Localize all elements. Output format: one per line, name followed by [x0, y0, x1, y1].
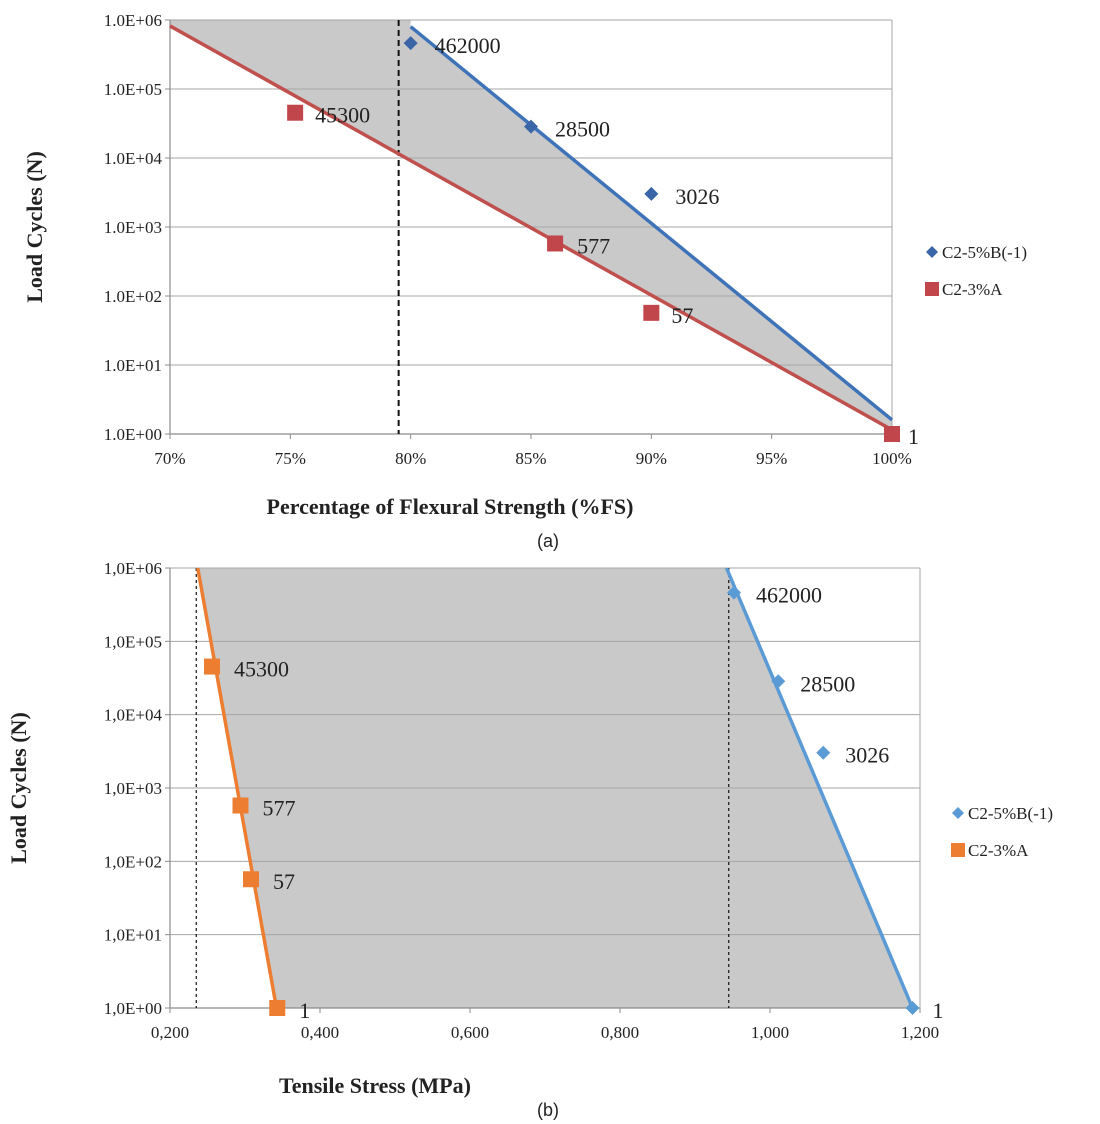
data-label: 57 [273, 869, 295, 894]
data-label: 1 [933, 998, 944, 1023]
y-tick-label: 1,0E+06 [104, 559, 162, 578]
figure-caption: (a) [537, 531, 559, 551]
x-tick-label: 1,200 [901, 1023, 939, 1042]
x-tick-label: 0,800 [601, 1023, 639, 1042]
data-point-square [204, 658, 220, 675]
data-point-diamond [403, 36, 418, 51]
data-label: 45300 [315, 103, 370, 128]
y-tick-label: 1.0E+05 [104, 80, 162, 99]
data-point-square [232, 797, 249, 814]
y-tick-label: 1.0E+02 [104, 287, 162, 306]
data-point-diamond [644, 186, 659, 201]
data-label: 3026 [845, 743, 889, 768]
data-point-diamond [771, 674, 786, 689]
data-label: 57 [671, 303, 693, 328]
x-tick-label: 85% [515, 449, 546, 468]
y-tick-label: 1,0E+00 [104, 999, 162, 1018]
y-tick-label: 1,0E+05 [104, 632, 162, 651]
data-label: 462000 [756, 583, 822, 608]
y-axis-title: Load Cycles (N) [6, 712, 31, 864]
data-point-square [269, 1000, 286, 1016]
data-label: 577 [577, 233, 610, 258]
legend-label: C2-5%B(-1) [968, 804, 1053, 823]
data-point-square [547, 235, 564, 252]
legend-label: C2-3%A [968, 841, 1029, 860]
legend-marker-diamond [952, 807, 964, 819]
x-tick-label: 70% [154, 449, 185, 468]
legend-marker-diamond [926, 246, 938, 258]
y-tick-label: 1.0E+06 [104, 11, 162, 30]
x-tick-label: 95% [756, 449, 787, 468]
data-label: 462000 [435, 33, 501, 58]
figure-caption: (b) [537, 1100, 559, 1120]
trendline-b [409, 25, 894, 422]
x-tick-label: 0,200 [151, 1023, 189, 1042]
y-tick-label: 1,0E+03 [104, 779, 162, 798]
data-point-square [643, 304, 660, 321]
y-tick-label: 1.0E+04 [104, 149, 163, 168]
legend-marker-square [951, 843, 965, 857]
data-label: 45300 [234, 657, 289, 682]
x-tick-label: 1,000 [751, 1023, 789, 1042]
x-tick-label: 0,600 [451, 1023, 489, 1042]
data-point-square [884, 426, 900, 442]
data-point-diamond [524, 119, 538, 134]
data-label: 28500 [555, 117, 610, 142]
y-tick-label: 1.0E+01 [104, 356, 162, 375]
data-point-diamond [905, 1001, 920, 1015]
y-axis-title: Load Cycles (N) [22, 151, 47, 303]
y-tick-label: 1,0E+02 [104, 852, 162, 871]
x-tick-label: 80% [395, 449, 426, 468]
data-point-diamond [816, 745, 831, 760]
y-tick-label: 1.0E+00 [104, 425, 162, 444]
data-point-diamond [727, 585, 741, 600]
y-tick-label: 1,0E+04 [104, 706, 163, 725]
chart-a: 1.0E+00 1.0E+01 1.0E+02 1.0E+03 1.0E+04 1.0E+… [22, 11, 1027, 551]
y-tick-label: 1,0E+01 [104, 926, 162, 945]
data-point-square [287, 104, 304, 121]
legend-label: C2-5%B(-1) [942, 243, 1027, 262]
x-axis-title: Percentage of Flexural Strength (%FS) [267, 494, 634, 519]
trendline-a [196, 567, 279, 1009]
data-label: 1 [299, 998, 310, 1023]
data-point-square [243, 871, 259, 888]
chart-b: 1,0E+00 1,0E+01 1,0E+02 1,0E+03 1,0E+04 1,0E+… [6, 559, 1053, 1120]
trendline-b [724, 567, 915, 1009]
trendline-a [169, 24, 893, 432]
x-tick-label: 0,400 [301, 1023, 339, 1042]
legend: C2-5%B(-1) C2-3%A [925, 243, 1027, 299]
data-label: 3026 [675, 184, 719, 209]
data-label: 28500 [800, 671, 855, 696]
y-tick-label: 1.0E+03 [104, 218, 162, 237]
x-tick-label: 75% [275, 449, 306, 468]
data-label: 577 [263, 796, 296, 821]
x-tick-label: 100% [872, 449, 912, 468]
x-axis-title: Tensile Stress (MPa) [279, 1073, 471, 1098]
legend-marker-square [925, 282, 939, 296]
legend-label: C2-3%A [942, 280, 1003, 299]
legend: C2-5%B(-1) C2-3%A [951, 804, 1053, 860]
data-label: 1 [908, 424, 919, 449]
x-tick-label: 90% [636, 449, 667, 468]
